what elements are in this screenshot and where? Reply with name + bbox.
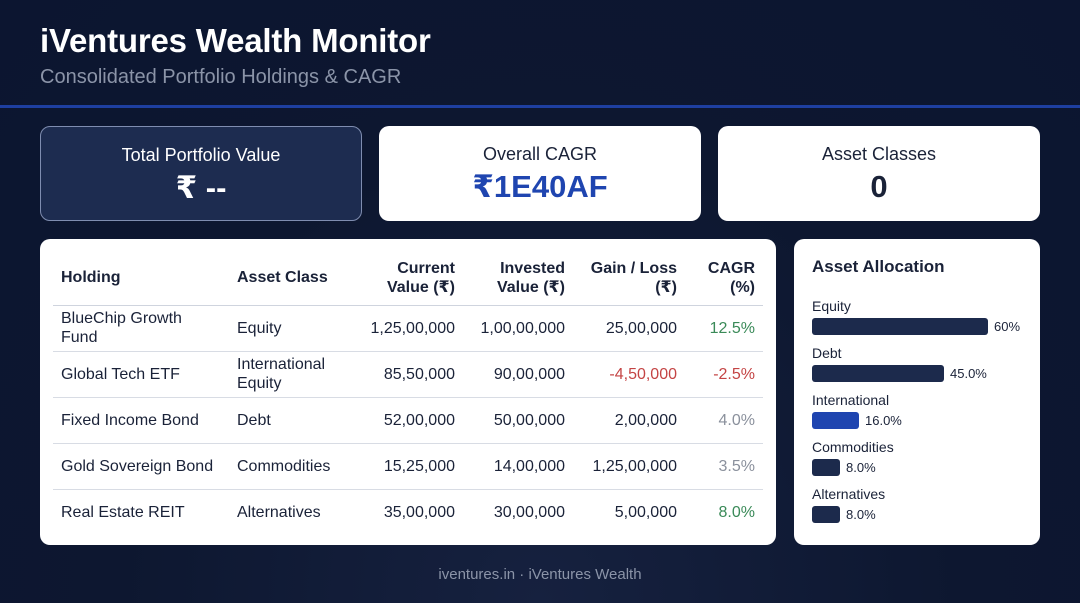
cell-asset-class: Alternatives <box>237 503 321 521</box>
column-header-holding[interactable]: Holding <box>53 251 229 306</box>
allocation-bar <box>812 506 840 523</box>
cell-current-value: 35,00,000 <box>383 503 455 521</box>
cell-gain-loss: 1,25,00,000 <box>573 443 685 490</box>
cell-holding: Gold Sovereign Bond <box>53 443 229 490</box>
header-divider <box>0 105 1080 108</box>
cell-asset-class: Debt <box>229 397 349 444</box>
kpi-label: Total Portfolio Value <box>121 145 281 165</box>
page-subtitle: Consolidated Portfolio Holdings & CAGR <box>40 66 402 88</box>
header: iVentures Wealth Monitor Consolidated Po… <box>0 0 1080 108</box>
kpi-value: ₹ -- <box>175 170 227 205</box>
cell-current-value: 1,25,00,000 <box>349 305 463 352</box>
table-header-row: Holding Asset Class Current Value (₹) Inv… <box>53 251 763 306</box>
holdings-table: Holding Asset Class Current Value (₹) Inv… <box>53 251 763 535</box>
allocation-percent: 60% <box>994 319 1021 334</box>
column-header-invested-value[interactable]: Invested Value (₹) <box>463 251 573 306</box>
table-row[interactable]: Fixed Income Bond Debt 52,00,000 50,00,0… <box>53 397 763 444</box>
cell-invested-value: 50,00,000 <box>463 397 573 444</box>
table-row[interactable]: Global Tech ETF International Equity 85,5… <box>53 351 763 398</box>
allocation-title: Asset Allocation <box>812 257 945 276</box>
cell-gain-loss: 2,00,000 <box>573 397 685 444</box>
allocation-percent: 16.0% <box>865 413 902 428</box>
allocation-percent: 8.0% <box>846 507 876 522</box>
allocation-bar <box>812 318 988 335</box>
cell-invested-value: 30,00,000 <box>493 503 565 521</box>
allocation-item-commodities: Commodities 8.0% <box>812 438 1032 478</box>
cell-cagr: 3.5% <box>685 443 763 490</box>
allocation-label: Commodities <box>812 439 894 455</box>
kpi-value: ₹1E40AF <box>472 169 608 204</box>
holdings-table-card: Holding Asset Class Current Value (₹) Inv… <box>40 239 776 545</box>
cell-cagr: 4.0% <box>685 397 763 444</box>
cell-invested-value: 1,00,00,000 <box>463 305 573 352</box>
column-header-cagr[interactable]: CAGR (%) <box>685 251 763 306</box>
allocation-item-debt: Debt 45.0% <box>812 344 1032 384</box>
kpi-label: Overall CAGR <box>482 144 598 164</box>
page-title: iVentures Wealth Monitor <box>40 22 431 59</box>
cell-invested-value: 90,00,000 <box>463 351 573 398</box>
allocation-label: International <box>812 392 890 408</box>
table-row[interactable]: Real Estate REIT Alternatives 35,00,000 … <box>53 489 763 535</box>
kpi-label: Asset Classes <box>821 144 937 164</box>
cell-asset-class: Equity <box>229 305 349 352</box>
allocation-item-international: International 16.0% <box>812 391 1032 431</box>
table-row[interactable]: BlueChip Growth Fund Equity 1,25,00,000 … <box>53 305 763 352</box>
footer: iventures.in · iVentures Wealth <box>438 566 642 583</box>
kpi-value: 0 <box>870 169 888 204</box>
cell-current-value: 52,00,000 <box>349 397 463 444</box>
column-header-asset-class[interactable]: Asset Class <box>229 251 349 306</box>
column-header-current-value[interactable]: Current Value (₹) <box>349 251 463 306</box>
allocation-item-equity: Equity 60% <box>812 297 1032 337</box>
allocation-percent: 8.0% <box>846 460 876 475</box>
cell-current-value: 15,25,000 <box>349 443 463 490</box>
kpi-overall-cagr: Overall CAGR ₹1E40AF <box>379 126 701 221</box>
column-header-gain-loss[interactable]: Gain / Loss (₹) <box>573 251 685 306</box>
allocation-item-alternatives: Alternatives 8.0% <box>812 485 1032 525</box>
cell-asset-class: Commodities <box>229 443 349 490</box>
allocation-bar <box>812 412 859 429</box>
allocation-label: Alternatives <box>812 486 886 502</box>
allocation-label: Equity <box>812 298 851 314</box>
cell-cagr: -2.5% <box>685 351 763 398</box>
kpi-total-portfolio-value: Total Portfolio Value ₹ -- <box>40 126 362 221</box>
allocation-bar <box>812 459 840 476</box>
cell-cagr: 12.5% <box>685 305 763 352</box>
cell-gain-loss: 5,00,000 <box>614 503 677 521</box>
allocation-label: Debt <box>812 345 842 361</box>
cell-current-value: 85,50,000 <box>349 351 463 398</box>
cell-gain-loss: -4,50,000 <box>573 351 685 398</box>
cell-asset-class: International Equity <box>229 351 349 398</box>
cell-holding: Real Estate REIT <box>61 503 185 521</box>
cell-invested-value: 14,00,000 <box>463 443 573 490</box>
cell-holding: Fixed Income Bond <box>53 397 229 444</box>
cell-cagr: 8.0% <box>718 503 755 521</box>
cell-holding: Global Tech ETF <box>53 351 229 398</box>
asset-allocation-card: Asset Allocation Equity 60% Debt 45.0% I… <box>794 239 1040 545</box>
cell-gain-loss: 25,00,000 <box>573 305 685 352</box>
cell-holding: BlueChip Growth Fund <box>53 305 229 352</box>
allocation-bar <box>812 365 944 382</box>
kpi-asset-classes: Asset Classes 0 <box>718 126 1040 221</box>
table-row[interactable]: Gold Sovereign Bond Commodities 15,25,00… <box>53 443 763 490</box>
allocation-percent: 45.0% <box>950 366 987 381</box>
